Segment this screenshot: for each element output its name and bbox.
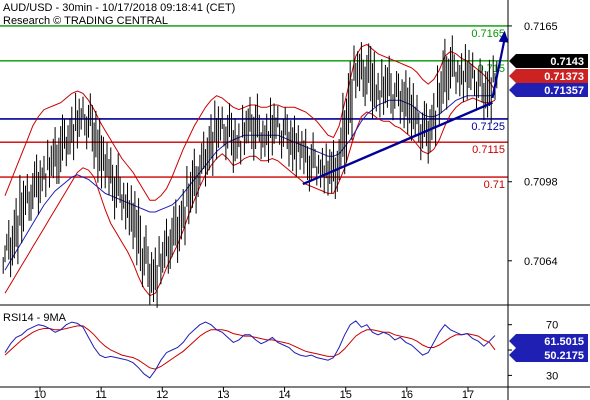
price-tag-band: 0.71373 [509,69,588,83]
x-tick-label-5: 15 [340,389,352,400]
x-tick-label-0: 10 [34,389,46,400]
y-tick-label-0: 0.7165 [524,21,558,33]
price-bars [2,35,498,308]
x-tick-label-2: 12 [156,389,168,400]
price-tag-ma: 50.2175 [509,348,588,362]
y-tick-label-1: 0.7098 [524,177,558,189]
chart-title: AUD/USD - 30min - 10/17/2018 09:18:41 (C… [3,2,235,14]
chart-subtitle: Research © TRADING CENTRAL [3,15,168,27]
price-tag-bg-last [509,54,588,68]
level-label-0: 0.7165 [471,28,505,40]
level-label-2: 0.7125 [471,121,505,133]
rsi-title: RSI14 - 9MA [3,312,67,324]
rsi-y-tick-label-2: 30 [546,370,558,382]
price-tag-label-ma: 0.71357 [544,85,584,97]
rsi-panel [4,320,496,379]
price-tag-last: 0.7143 [509,54,588,68]
support-trendline [302,101,493,186]
level-label-3: 0.7115 [472,144,505,156]
price-tag-label-last: 0.7143 [550,56,584,68]
x-tick-label-3: 13 [217,389,229,400]
level-label-4: 0.71 [484,179,505,191]
price-tag-bg-band [509,69,588,83]
price-tag-label-rsi: 61.5015 [544,336,584,348]
rsi-line [4,320,496,379]
price-tag-bg-rsi [509,334,588,348]
rsi-ma-line [4,325,496,370]
projection-arrow-line [491,38,506,99]
x-tick-label-7: 17 [462,389,474,400]
price-tag-bg-ma [509,83,588,97]
x-tick-label-4: 14 [278,389,290,400]
price-tag-rsi: 61.5015 [509,334,588,348]
price-tag-label-ma: 50.2175 [544,350,584,362]
price-tag-bg-ma [509,348,588,362]
x-tick-label-1: 11 [95,389,106,400]
lower-band-line [4,97,496,297]
x-tick-label-6: 16 [401,389,413,400]
y-tick-label-2: 0.7064 [524,256,558,268]
projection-arrow-head [498,30,509,43]
price-tag-ma: 0.71357 [509,83,588,97]
price-tag-label-band: 0.71373 [544,71,584,83]
rsi-y-tick-label-0: 70 [546,320,558,332]
